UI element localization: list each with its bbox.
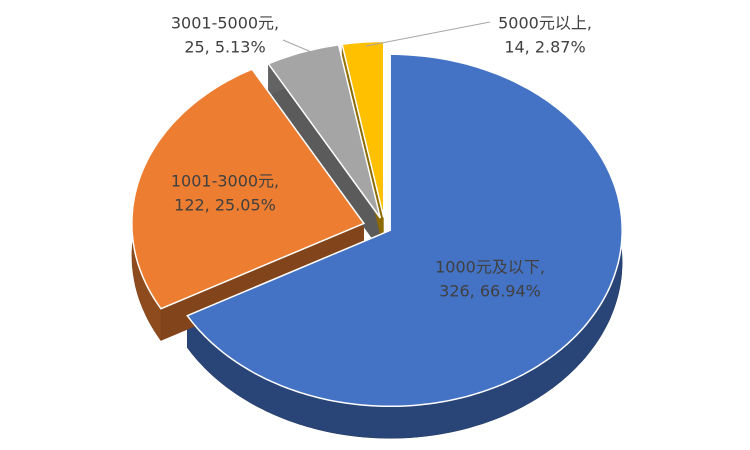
slice-cut-face bbox=[268, 63, 381, 250]
pie-slice bbox=[341, 40, 385, 218]
pie-tops bbox=[131, 40, 623, 408]
data-label-category: 3001-5000元, bbox=[171, 14, 279, 33]
data-label-value: 122, 25.05% bbox=[174, 196, 276, 215]
pie-slice bbox=[267, 44, 382, 219]
data-label-category: 1001-3000元, bbox=[171, 172, 279, 191]
data-label-category: 1000元及以下, bbox=[435, 258, 545, 277]
data-label-category: 5000元以上, bbox=[498, 14, 592, 33]
leader-line bbox=[365, 21, 491, 47]
data-label-value: 326, 66.94% bbox=[439, 282, 541, 301]
pie-slice bbox=[186, 53, 623, 408]
pie-slice bbox=[131, 68, 366, 310]
data-label-value: 14, 2.87% bbox=[504, 38, 585, 57]
data-label-value: 25, 5.13% bbox=[184, 38, 265, 57]
leader-line bbox=[282, 39, 317, 55]
